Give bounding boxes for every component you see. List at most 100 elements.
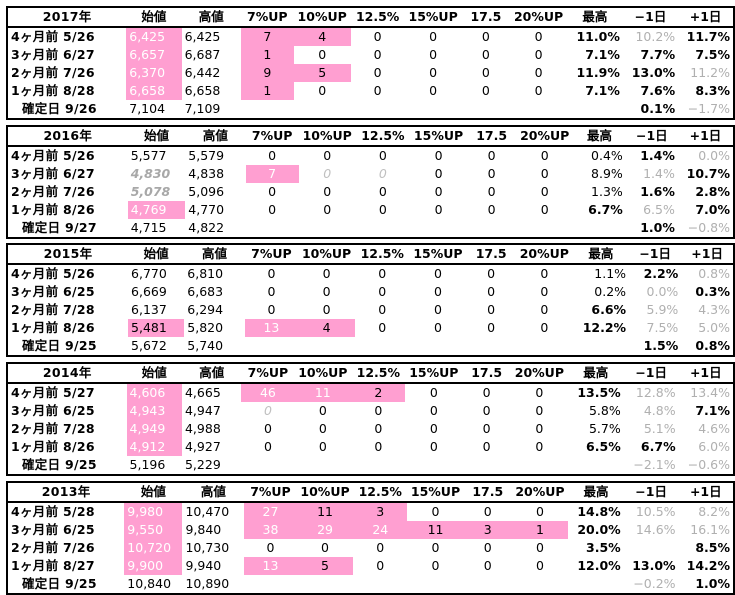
count-10up: 0 xyxy=(322,266,331,281)
col-minus1: −1日 xyxy=(623,363,679,384)
col-open: 始値 xyxy=(127,126,186,147)
row-label: 4ヶ月前 5/27 xyxy=(11,385,95,400)
max-pct: 8.9% xyxy=(591,166,623,181)
count-12-5: 0 xyxy=(378,202,387,217)
col-15up: 15%UP xyxy=(409,244,467,265)
year-label: 2017年 xyxy=(7,7,127,28)
table-row: 3ヶ月前 6/25 4,943 4,947 0 0 0 0 0 0 5.8% 4… xyxy=(7,402,734,420)
confirm-row: 確定日 9/26 7,104 7,109 0.1% −1.7% xyxy=(7,100,734,119)
high-value: 5,820 xyxy=(187,320,224,335)
count-10up: 0 xyxy=(322,302,331,317)
col-10up: 10%UP xyxy=(298,126,356,147)
minus1-pct: 7.5% xyxy=(646,320,679,335)
col-12-5: 12.5% xyxy=(355,126,411,147)
table-row: 4ヶ月前 5/28 9,980 10,470 27 11 3 0 0 0 14.… xyxy=(7,502,734,521)
confirm-row: 確定日 9/25 5,672 5,740 1.5% 0.8% xyxy=(7,337,734,356)
high-value: 6,294 xyxy=(187,302,224,317)
plus1-pct: 11.7% xyxy=(686,29,730,44)
count-17-5: 0 xyxy=(482,421,491,436)
col-20up: 20%UP xyxy=(510,7,567,28)
count-15up: 0 xyxy=(434,166,443,181)
count-10up: 0 xyxy=(318,421,327,436)
confirm-label: 確定日 9/27 xyxy=(22,220,97,235)
count-10up: 5 xyxy=(293,64,351,82)
table-row: 2ヶ月前 7/26 6,370 6,442 9 5 0 0 0 0 11.9% … xyxy=(7,64,734,82)
minus1-pct: 6.5% xyxy=(643,202,675,217)
row-label: 1ヶ月前 8/28 xyxy=(11,83,95,98)
col-plus1: +1日 xyxy=(678,482,734,503)
high-value: 4,665 xyxy=(184,385,221,400)
open-value: 4,912 xyxy=(126,438,182,456)
count-17-5: 0 xyxy=(487,284,496,299)
minus1-pct: −2.1% xyxy=(633,457,676,472)
header-row: 2015年 始値 高値 7%UP 10%UP 12.5% 15%UP 17.5 … xyxy=(7,244,734,265)
count-12-5: 0 xyxy=(378,284,387,299)
col-high: 高値 xyxy=(181,7,241,28)
minus1-pct: 7.6% xyxy=(640,83,676,98)
count-7up: 7 xyxy=(245,165,299,183)
count-17-5: 0 xyxy=(482,385,491,400)
minus1-pct: 1.4% xyxy=(643,166,675,181)
open-value: 6,370 xyxy=(126,64,182,82)
col-20up: 20%UP xyxy=(511,363,568,384)
year-label: 2016年 xyxy=(7,126,128,147)
count-15up: 0 xyxy=(433,284,442,299)
count-7up: 1 xyxy=(240,82,294,100)
count-7up: 27 xyxy=(244,502,297,521)
count-7up: 0 xyxy=(267,302,276,317)
count-12-5: 0 xyxy=(373,47,382,62)
row-label: 2ヶ月前 7/28 xyxy=(11,421,95,436)
max-pct: 5.7% xyxy=(588,421,621,436)
header-row: 2016年 始値 高値 7%UP 10%UP 12.5% 15%UP 17.5 … xyxy=(7,126,734,147)
plus1-pct: 13.4% xyxy=(690,385,730,400)
count-17-5: 0 xyxy=(487,302,496,317)
max-pct: 7.1% xyxy=(585,83,620,98)
minus1-pct: 13.0% xyxy=(631,65,676,80)
count-20up: 0 xyxy=(535,403,544,418)
row-label: 3ヶ月前 6/25 xyxy=(11,284,95,299)
col-7up: 7%UP xyxy=(245,126,299,147)
count-7up: 0 xyxy=(263,421,272,436)
minus1-pct: 10.2% xyxy=(635,29,676,44)
count-10up: 0 xyxy=(322,284,331,299)
plus1-pct: 0.8% xyxy=(695,338,730,353)
col-max: 最高 xyxy=(573,126,626,147)
max-pct: 11.9% xyxy=(576,65,620,80)
count-20up: 0 xyxy=(534,83,543,98)
minus1-pct: 5.1% xyxy=(643,421,676,436)
count-12-5: 0 xyxy=(378,320,387,335)
count-20up: 0 xyxy=(535,421,544,436)
count-7up: 1 xyxy=(240,46,294,64)
table-row: 1ヶ月前 8/27 9,900 9,940 13 5 0 0 0 0 12.0%… xyxy=(7,557,734,575)
confirm-label: 確定日 9/25 xyxy=(22,457,97,472)
minus1-pct: −0.2% xyxy=(633,576,676,591)
table-row: 2ヶ月前 7/28 6,137 6,294 0 0 0 0 0 0 6.6% 5… xyxy=(7,301,734,319)
count-10up: 0 xyxy=(318,403,327,418)
count-20up: 0 xyxy=(540,166,549,181)
plus1-pct: 4.3% xyxy=(698,302,730,317)
col-max: 最高 xyxy=(572,244,630,265)
col-15up: 15%UP xyxy=(404,7,462,28)
col-12-5: 12.5% xyxy=(353,482,408,503)
col-17-5: 17.5 xyxy=(466,126,517,147)
count-12-5: 0 xyxy=(378,302,387,317)
open-value: 5,481 xyxy=(128,319,185,337)
minus1-pct: 0.0% xyxy=(646,284,679,299)
count-17-5: 0 xyxy=(483,540,492,555)
minus1-pct: 1.0% xyxy=(640,220,675,235)
table-block-2013: 2013年 始値 高値 7%UP 10%UP 12.5% 15%UP 17.5 … xyxy=(6,481,735,595)
col-high: 高値 xyxy=(184,244,245,265)
count-15up: 0 xyxy=(433,266,442,281)
table-block-2014: 2014年 始値 高値 7%UP 10%UP 12.5% 15%UP 17.5 … xyxy=(6,362,735,476)
count-10up: 4 xyxy=(298,319,355,337)
count-17-5: 0 xyxy=(482,403,491,418)
count-12-5: 3 xyxy=(353,502,408,521)
count-17-5: 0 xyxy=(487,266,496,281)
open-value: 6,669 xyxy=(131,284,167,299)
count-20up: 0 xyxy=(535,439,544,454)
count-15up: 11 xyxy=(407,521,464,539)
col-7up: 7%UP xyxy=(240,7,294,28)
row-label: 1ヶ月前 8/26 xyxy=(11,320,95,335)
max-pct: 1.3% xyxy=(591,184,623,199)
count-17-5: 3 xyxy=(463,521,512,539)
